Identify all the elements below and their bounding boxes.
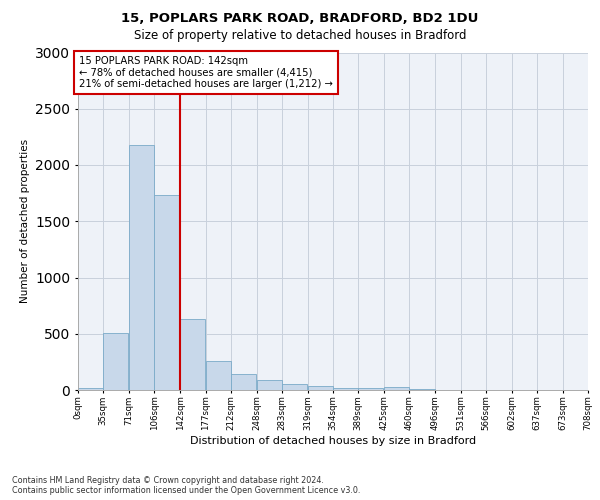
- Bar: [282, 384, 307, 390]
- Bar: [154, 196, 179, 390]
- Text: Contains HM Land Registry data © Crown copyright and database right 2024.
Contai: Contains HM Land Registry data © Crown c…: [12, 476, 361, 495]
- Bar: [180, 319, 205, 390]
- Text: 15 POPLARS PARK ROAD: 142sqm
← 78% of detached houses are smaller (4,415)
21% of: 15 POPLARS PARK ROAD: 142sqm ← 78% of de…: [79, 56, 334, 89]
- Bar: [231, 374, 256, 390]
- Bar: [78, 388, 103, 390]
- Bar: [384, 387, 409, 390]
- Bar: [257, 380, 282, 390]
- Bar: [205, 361, 231, 390]
- X-axis label: Distribution of detached houses by size in Bradford: Distribution of detached houses by size …: [190, 436, 476, 446]
- Bar: [308, 386, 333, 390]
- Bar: [333, 388, 358, 390]
- Text: Size of property relative to detached houses in Bradford: Size of property relative to detached ho…: [134, 29, 466, 42]
- Bar: [129, 145, 154, 390]
- Bar: [103, 332, 128, 390]
- Bar: [358, 388, 383, 390]
- Text: 15, POPLARS PARK ROAD, BRADFORD, BD2 1DU: 15, POPLARS PARK ROAD, BRADFORD, BD2 1DU: [121, 12, 479, 26]
- Y-axis label: Number of detached properties: Number of detached properties: [20, 139, 29, 304]
